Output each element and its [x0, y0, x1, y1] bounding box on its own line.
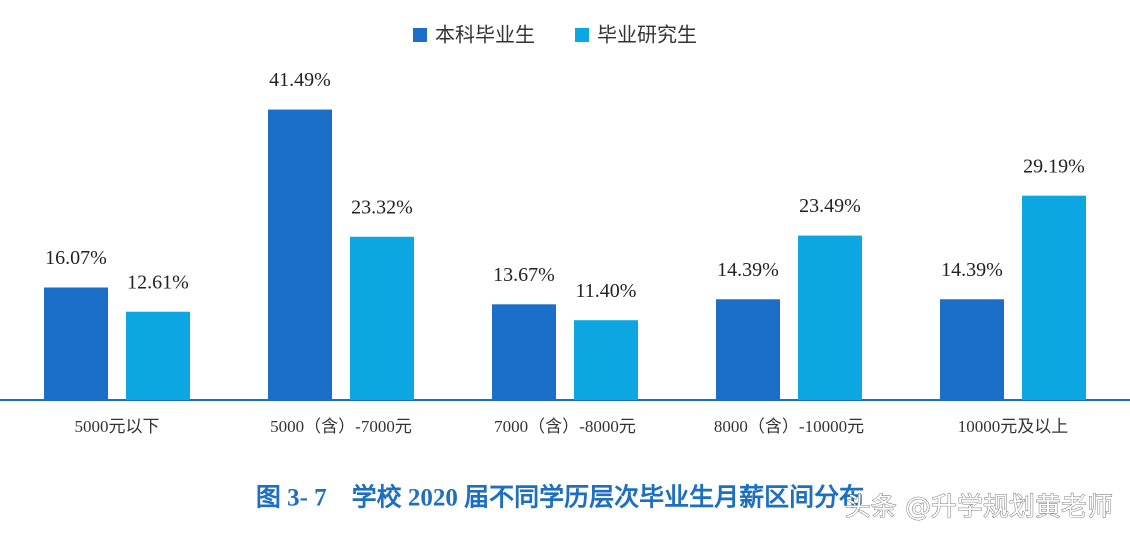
- legend-swatch: [575, 28, 589, 42]
- bar: [350, 236, 414, 400]
- bar: [44, 287, 108, 400]
- x-tick-label: 5000元以下: [75, 417, 160, 436]
- value-label: 14.39%: [717, 259, 779, 281]
- watermark: 头条 @升学规划黄老师: [845, 493, 1113, 523]
- x-tick-label: 8000（含）-10000元: [714, 417, 864, 436]
- bar: [798, 235, 862, 400]
- legend-label: 毕业研究生: [597, 23, 697, 47]
- x-tick-label: 7000（含）-8000元: [494, 417, 636, 436]
- bar: [268, 109, 332, 400]
- value-label: 23.32%: [351, 196, 413, 218]
- legend-label: 本科毕业生: [435, 23, 535, 47]
- value-label: 16.07%: [45, 247, 107, 269]
- chart-title: 图 3- 7 学校 2020 届不同学历层次毕业生月薪区间分布: [256, 483, 864, 512]
- value-label: 23.49%: [799, 195, 861, 217]
- bar: [574, 320, 638, 400]
- x-tick-label: 5000（含）-7000元: [270, 417, 412, 436]
- value-label: 14.39%: [941, 259, 1003, 281]
- value-label: 12.61%: [127, 271, 189, 293]
- legend-swatch: [413, 28, 427, 42]
- bar: [126, 311, 190, 400]
- value-label: 11.40%: [576, 280, 637, 302]
- bar: [492, 304, 556, 400]
- bar: [940, 299, 1004, 400]
- bar: [1022, 195, 1086, 400]
- bar: [716, 299, 780, 400]
- value-label: 29.19%: [1023, 155, 1085, 177]
- value-label: 13.67%: [493, 264, 555, 286]
- x-tick-label: 10000元及以上: [958, 417, 1069, 436]
- value-label: 41.49%: [269, 69, 331, 91]
